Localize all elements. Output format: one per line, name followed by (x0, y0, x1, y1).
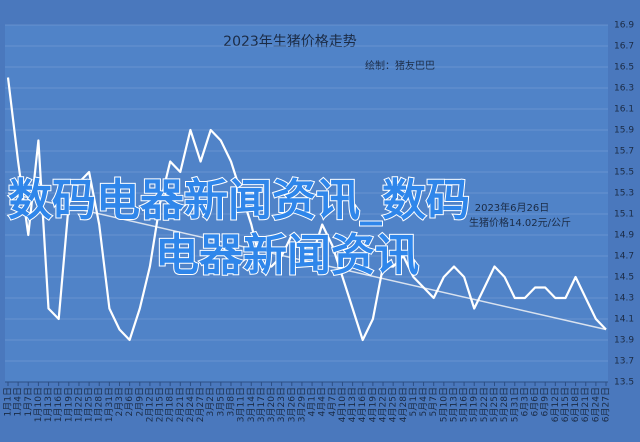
x-tick-label: 6月6日 (530, 387, 541, 416)
x-tick-label: 1月10日 (33, 387, 44, 422)
x-tick-label: 1月19日 (63, 387, 74, 422)
y-tick-label: 15.5 (614, 168, 634, 178)
x-tick-label: 3月29日 (296, 387, 307, 422)
x-tick-label: 6月18日 (570, 387, 581, 422)
x-tick-label: 2月6日 (124, 387, 135, 416)
x-tick-label: 3月17日 (256, 387, 267, 422)
x-tick-label: 6月27日 (601, 387, 612, 422)
price-line (6, 77, 607, 342)
x-tick-label: 3月2日 (205, 387, 216, 416)
x-tick-label: 1月28日 (94, 387, 105, 422)
x-tick-label: 2月24日 (185, 387, 196, 422)
x-tick-label: 4月10日 (337, 387, 348, 422)
x-tick-label: 2月12日 (144, 387, 155, 422)
y-tick-label: 14.1 (614, 315, 634, 325)
x-tick-label: 6月3日 (519, 387, 530, 416)
x-tick-label: 5月13日 (448, 387, 459, 422)
chart-title: 2023年生猪价格走势 (223, 34, 357, 50)
x-tick-label: 1月22日 (73, 387, 84, 422)
y-tick-label: 13.5 (614, 378, 634, 388)
x-tick-label: 5月10日 (438, 387, 449, 422)
y-tick-label: 15.7 (614, 147, 634, 157)
x-tick-label: 5月4日 (418, 387, 429, 416)
x-tick-label: 1月4日 (13, 387, 24, 416)
y-tick-label: 13.9 (614, 336, 634, 346)
x-tick-label: 6月15日 (560, 387, 571, 422)
x-tick-label: 1月13日 (43, 387, 54, 422)
chart-subtitle: 绘制：猪友巴巴 (365, 59, 435, 72)
y-tick-label: 16.7 (614, 42, 634, 52)
x-tick-label: 4月19日 (367, 387, 378, 422)
x-tick-label: 4月16日 (357, 387, 368, 422)
annotation: 2023年6月26日 (475, 201, 550, 214)
y-tick-label: 15.9 (614, 126, 634, 136)
x-tick-label: 5月1日 (408, 387, 419, 416)
x-tick-label: 5月7日 (428, 387, 439, 416)
annotation: 生猪价格14.02元/公斤 (469, 216, 571, 229)
x-tick-label: 3月11日 (236, 387, 247, 422)
x-tick-label: 6月21日 (580, 387, 591, 422)
x-tick-label: 4月22日 (378, 387, 389, 422)
watermark: 数码电器新闻资讯_数码 (8, 175, 470, 226)
x-tick-label: 1月7日 (23, 387, 34, 416)
y-tick-label: 14.5 (614, 273, 634, 283)
x-tick-label: 2月3日 (114, 387, 125, 416)
y-tick-label: 15.1 (614, 210, 634, 220)
y-tick-label: 15.3 (614, 189, 634, 199)
x-tick-label: 1月25日 (84, 387, 95, 422)
y-tick-label: 14.7 (614, 252, 634, 262)
x-tick-label: 4月7日 (327, 387, 338, 416)
y-tick-label: 14.3 (614, 294, 634, 304)
x-tick-label: 2月21日 (175, 387, 186, 422)
x-tick-label: 1月16日 (53, 387, 64, 422)
x-tick-label: 4月25日 (388, 387, 399, 422)
x-tick-label: 5月31日 (509, 387, 520, 422)
x-tick-label: 3月20日 (266, 387, 277, 422)
watermark: 电器新闻资讯 (155, 230, 419, 281)
x-tick-label: 2月15日 (155, 387, 166, 422)
x-tick-label: 6月12日 (550, 387, 561, 422)
x-tick-label: 3月23日 (276, 387, 287, 422)
x-tick-label: 5月22日 (479, 387, 490, 422)
x-tick-label: 6月24日 (590, 387, 601, 422)
y-tick-label: 13.7 (614, 357, 634, 367)
plot-area (5, 25, 608, 382)
y-tick-label: 14.9 (614, 231, 634, 241)
x-tick-label: 5月16日 (459, 387, 470, 422)
x-tick-label: 3月8日 (225, 387, 236, 416)
y-tick-label: 16.5 (614, 63, 634, 73)
x-tick-label: 3月5日 (215, 387, 226, 416)
x-tick-label: 1月1日 (3, 387, 14, 416)
x-tick-label: 3月26日 (286, 387, 297, 422)
x-tick-label: 1月31日 (104, 387, 115, 422)
x-tick-label: 4月4日 (317, 387, 328, 416)
x-tick-label: 5月25日 (489, 387, 500, 422)
x-tick-label: 5月28日 (499, 387, 510, 422)
x-tick-label: 2月27日 (195, 387, 206, 422)
x-tick-label: 4月1日 (307, 387, 318, 416)
x-tick-label: 3月14日 (246, 387, 257, 422)
x-tick-label: 2月18日 (165, 387, 176, 422)
x-tick-label: 6月9日 (540, 387, 551, 416)
y-tick-label: 16.1 (614, 105, 634, 115)
y-tick-label: 16.9 (614, 21, 634, 31)
x-tick-label: 2月9日 (134, 387, 145, 416)
y-tick-label: 16.3 (614, 84, 634, 94)
x-tick-label: 5月19日 (469, 387, 480, 422)
x-tick-label: 4月28日 (398, 387, 409, 422)
trendline (7, 192, 607, 331)
x-tick-label: 4月13日 (347, 387, 358, 422)
